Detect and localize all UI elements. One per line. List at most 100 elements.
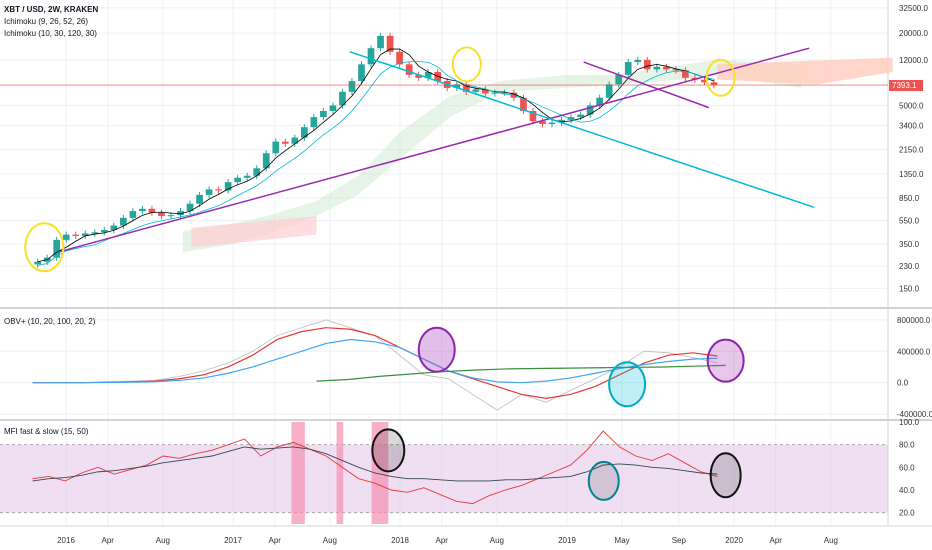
candle-body (177, 211, 184, 216)
candle-body (196, 194, 203, 204)
candle-body (367, 48, 375, 65)
candle-body (234, 177, 241, 183)
time-axis-label: Apr (269, 536, 282, 545)
time-axis-label: 2019 (558, 536, 576, 545)
candle-body (262, 153, 270, 169)
ichimoku-legend-2[interactable]: Ichimoku (10, 30, 120, 30) (4, 29, 97, 38)
candle-body (158, 212, 165, 217)
last-price-tag-bg (889, 80, 923, 91)
obv-slow-line (32, 338, 718, 384)
candle-body (120, 217, 127, 226)
candle-body (529, 110, 537, 122)
symbol-title[interactable]: XBT / USD, 2W, KRAKEN (4, 5, 98, 14)
candle-body (34, 261, 41, 265)
obv-axis-label: -400000.0 (897, 410, 932, 419)
mfi-axis-label: 40.0 (899, 486, 915, 495)
time-axis-label: Apr (770, 536, 783, 545)
candle-body (472, 89, 480, 92)
kumo-cloud-red (191, 216, 317, 248)
candle-body (91, 232, 99, 234)
candle-body (320, 110, 327, 118)
time-axis-label: Aug (490, 536, 504, 545)
candle-body (310, 117, 318, 128)
obv-axis-label: 0.0 (897, 379, 909, 388)
candle-body (567, 117, 575, 120)
price-axis-label: 550.0 (899, 217, 920, 226)
annotation-circle-black-2 (709, 452, 742, 499)
price-axis[interactable]: 32500.0 20000.0 12000.0 5000.0 3400.0 2150.0 1… (899, 4, 928, 293)
last-price-tag: 7393.1 (889, 80, 923, 91)
candle-body (281, 141, 289, 144)
candle-body (110, 225, 118, 230)
candle-body (405, 64, 413, 75)
candle-body (586, 105, 594, 115)
annotation-circle-purple-2 (706, 338, 745, 383)
candle-body (301, 127, 308, 138)
candle-body (501, 92, 508, 94)
candle-body (634, 59, 642, 63)
candle-body (520, 97, 527, 111)
candle-body (215, 189, 222, 191)
mfi-legend[interactable]: MFI fast & slow (15, 50) (4, 427, 89, 436)
obv-axis[interactable]: 800000.0 400000.0 0.0 -400000.0 (897, 316, 932, 419)
time-axis-label: May (615, 536, 630, 545)
time-axis-label: Aug (323, 536, 337, 545)
price-axis-label: 150.0 (899, 284, 920, 293)
obv-pane[interactable] (32, 319, 745, 411)
candle-body (53, 239, 60, 258)
candle-body (605, 84, 613, 98)
candle-body (672, 69, 680, 71)
candle-body (253, 168, 261, 176)
candle-body (377, 35, 384, 49)
candle-body (415, 74, 422, 78)
candle-body (339, 91, 346, 106)
candle-body (577, 114, 584, 118)
price-axis-label: 32500.0 (899, 4, 928, 13)
candle-body (643, 59, 651, 70)
obv-legend[interactable]: OBV+ (10, 20, 100, 20, 2) (4, 317, 96, 326)
price-axis-label: 1350.0 (899, 170, 924, 179)
candle-body (682, 70, 689, 78)
candle-body (243, 175, 251, 178)
candle-body (291, 137, 299, 144)
trendline-cyan (349, 51, 815, 208)
annotation-circle-teal (587, 460, 620, 501)
price-axis-label: 230.0 (899, 262, 920, 271)
mfi-overbought-zone (371, 422, 389, 524)
mfi-pane[interactable] (0, 422, 888, 524)
mfi-band (0, 444, 888, 513)
candle-body (710, 82, 718, 86)
mfi-axis-label: 60.0 (899, 463, 915, 472)
mfi-axis-label: 80.0 (899, 441, 915, 450)
obv-axis-label: 800000.0 (897, 316, 931, 325)
candle-body (615, 74, 623, 85)
time-axis[interactable]: 2016 Apr Aug 2017 Apr Aug 2018 Apr Aug 2019 May Sep… (57, 536, 838, 545)
price-axis-label: 350.0 (899, 240, 920, 249)
candle-body (329, 105, 337, 111)
price-axis-label: 20000.0 (899, 29, 928, 38)
trendline-purple (57, 47, 810, 253)
price-axis-label: 3400.0 (899, 122, 924, 131)
candle-body (662, 66, 670, 70)
mfi-axis[interactable]: 100.0 80.0 60.0 40.0 20.0 (899, 418, 920, 518)
candle-body (205, 189, 213, 195)
ichimoku-base-line (37, 61, 715, 266)
candle-body (348, 80, 356, 92)
time-axis-label: Aug (824, 536, 838, 545)
mfi-axis-label: 20.0 (899, 509, 915, 518)
time-axis-label: Apr (436, 536, 449, 545)
candle-body (358, 64, 365, 81)
candle-body (624, 62, 632, 75)
annotation-circle-yellow-2 (451, 46, 482, 83)
price-axis-label: 2150.0 (899, 146, 924, 155)
candle-body (224, 182, 232, 191)
candle-body (148, 208, 156, 213)
candle-body (462, 84, 470, 92)
candle-body (482, 89, 489, 94)
candle-body (548, 122, 556, 125)
candle-body (539, 121, 546, 125)
price-pane[interactable] (0, 32, 893, 273)
ichimoku-legend-1[interactable]: Ichimoku (9, 26, 52, 26) (4, 17, 88, 26)
ichimoku-conversion-line (37, 48, 715, 263)
